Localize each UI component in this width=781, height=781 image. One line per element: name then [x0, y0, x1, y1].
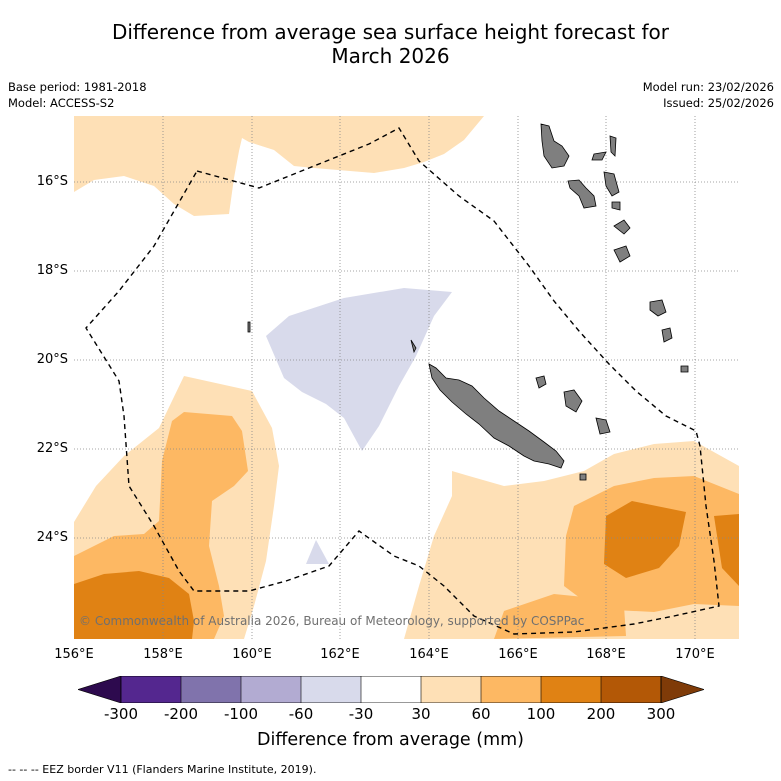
- colorbar-bin-neg100-neg60: [241, 676, 301, 703]
- colorbar-bin-60-100: [481, 676, 541, 703]
- chart-title-line2: March 2026: [331, 44, 450, 68]
- colorbar-tick-7: 100: [526, 705, 556, 723]
- lon-label-170e: 170°E: [675, 647, 715, 662]
- vanuatu-epi: [611, 201, 621, 211]
- lon-label-168e: 168°E: [586, 647, 626, 662]
- eez-border: [85, 127, 720, 635]
- lon-label-160e: 160°E: [232, 647, 272, 662]
- colorbar-bin-200-300: [601, 676, 661, 703]
- lon-label-166e: 166°E: [498, 647, 538, 662]
- chesterfield-islet: [247, 321, 251, 333]
- copyright-text: © Commonwealth of Australia 2026, Bureau…: [79, 614, 584, 628]
- colorbar-tick-3: -60: [288, 705, 314, 723]
- vanuatu-aneityum: [661, 327, 673, 343]
- colorbar-bin-neg30-30: [361, 676, 421, 703]
- chart-title-line1: Difference from average sea surface heig…: [111, 20, 670, 44]
- vanuatu-pentecost: [603, 171, 620, 197]
- colorbar-tick-0: -300: [103, 705, 139, 723]
- colorbar: [78, 676, 704, 703]
- lon-label-158e: 158°E: [143, 647, 183, 662]
- contour-30-60-top: [74, 116, 484, 216]
- model-run-text: Model run: 23/02/2026: [642, 80, 774, 94]
- colorbar-extend-low: [78, 676, 122, 703]
- loyalty-island-lifou: [563, 389, 583, 413]
- loyalty-island-mare: [595, 417, 611, 435]
- new-caledonia-landmass: [428, 363, 565, 469]
- colorbar-bin-neg60-neg30: [301, 676, 361, 703]
- colorbar-bin-neg200-neg100: [181, 676, 241, 703]
- matthew-islet: [680, 365, 689, 373]
- contour-60-100-bottom-right: [494, 594, 626, 639]
- contour-100-200-right-edge: [714, 514, 739, 586]
- vanuatu-espiritu-santo: [540, 123, 570, 169]
- base-period-text: Base period: 1981-2018: [8, 80, 147, 94]
- lat-label-18s: 18°S: [36, 263, 68, 278]
- vanuatu-maewo: [609, 135, 617, 157]
- vanuatu-erromango: [613, 245, 631, 263]
- eez-footnote: -- -- -- EEZ border V11 (Flanders Marine…: [8, 763, 317, 776]
- contour-100-200-bottom-left: [74, 571, 194, 639]
- colorbar-bin-100-200: [541, 676, 601, 703]
- colorbar-tick-8: 200: [586, 705, 616, 723]
- lat-label-20s: 20°S: [36, 352, 68, 367]
- issued-text: Issued: 25/02/2026: [663, 96, 774, 110]
- colorbar-tick-2: -100: [223, 705, 259, 723]
- vanuatu-ambae: [591, 151, 607, 161]
- colorbar-outline: [120, 676, 662, 703]
- colorbar-tick-5: 30: [411, 705, 431, 723]
- lon-label-162e: 162°E: [320, 647, 360, 662]
- colorbar-tick-1: -200: [163, 705, 199, 723]
- colorbar-label: Difference from average (mm): [256, 730, 525, 750]
- contour-neg30-neg60-center: [266, 288, 452, 451]
- loyalty-island-ouvea: [535, 375, 547, 389]
- lat-label-16s: 16°S: [36, 174, 68, 189]
- vanuatu-malekula: [567, 179, 597, 209]
- vanuatu-efate: [613, 219, 631, 235]
- lat-label-24s: 24°S: [36, 530, 68, 545]
- landmasses: [247, 123, 689, 481]
- contour-neg30-neg60-small: [306, 540, 329, 564]
- colorbar-bin-30-60: [421, 676, 481, 703]
- vanuatu-tanna: [649, 299, 667, 317]
- contour-100-200-right: [604, 501, 686, 578]
- lon-label-156e: 156°E: [54, 647, 94, 662]
- map-panel[interactable]: © Commonwealth of Australia 2026, Bureau…: [74, 116, 739, 639]
- model-text: Model: ACCESS-S2: [8, 96, 115, 110]
- colorbar-tick-9: 300: [646, 705, 676, 723]
- colorbar-tick-6: 60: [471, 705, 491, 723]
- lat-label-22s: 22°S: [36, 441, 68, 456]
- colorbar-tick-4: -30: [348, 705, 374, 723]
- gridlines: [74, 116, 739, 639]
- colorbar-extend-high: [660, 676, 704, 703]
- lon-label-164e: 164°E: [409, 647, 449, 662]
- new-caledonia-north-islet: [410, 339, 417, 354]
- isle-of-pines: [579, 473, 587, 481]
- colorbar-bin-neg300-neg200: [121, 676, 181, 703]
- colorbar-dividers: [180, 676, 602, 703]
